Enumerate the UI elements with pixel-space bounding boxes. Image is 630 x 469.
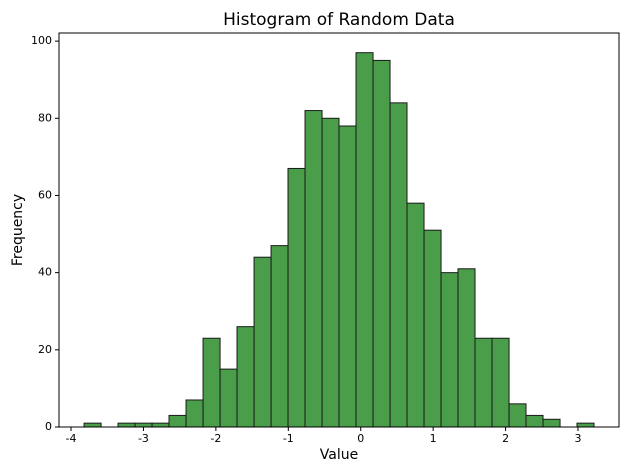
x-tick-label: 3: [575, 432, 582, 445]
bar: [151, 422, 170, 428]
y-tick-label: 60: [38, 188, 52, 201]
y-tick-label: 40: [38, 266, 52, 279]
x-tick-label: 0: [357, 432, 364, 445]
x-tick-label: -2: [210, 432, 221, 445]
chart-title: Histogram of Random Data: [223, 10, 455, 30]
x-tick-label: -4: [66, 432, 77, 445]
bar: [355, 52, 374, 428]
y-tick-label: 80: [38, 111, 52, 124]
bar: [372, 59, 391, 428]
bar: [338, 125, 357, 428]
y-tick-label: 20: [38, 343, 52, 356]
y-axis-label: Frequency: [10, 194, 26, 266]
bar: [236, 326, 255, 428]
bar: [202, 337, 221, 428]
y-tick-label: 0: [45, 420, 52, 433]
x-tick-label: -1: [283, 432, 294, 445]
x-tick-label: -3: [138, 432, 149, 445]
bar: [423, 229, 442, 428]
bar: [219, 368, 238, 428]
bar: [168, 414, 187, 428]
bar: [406, 202, 425, 428]
x-tick-label: 2: [502, 432, 509, 445]
x-axis-label: Value: [320, 447, 358, 463]
bar: [525, 414, 544, 428]
bar: [134, 422, 153, 428]
bar: [508, 403, 527, 428]
bar: [270, 245, 289, 428]
bar: [304, 110, 323, 428]
bar: [253, 256, 272, 428]
bar: [440, 272, 459, 428]
bar: [576, 422, 595, 428]
bar: [542, 418, 561, 428]
bar: [491, 337, 510, 428]
x-tick-label: 1: [430, 432, 437, 445]
bar: [287, 167, 306, 428]
bar: [457, 268, 476, 428]
bar: [389, 102, 408, 428]
plot-frame: [58, 32, 620, 428]
bar: [83, 422, 102, 428]
bar: [474, 337, 493, 428]
bar: [321, 117, 340, 428]
y-tick-label: 100: [31, 34, 52, 47]
bar: [185, 399, 204, 428]
bar: [117, 422, 136, 428]
